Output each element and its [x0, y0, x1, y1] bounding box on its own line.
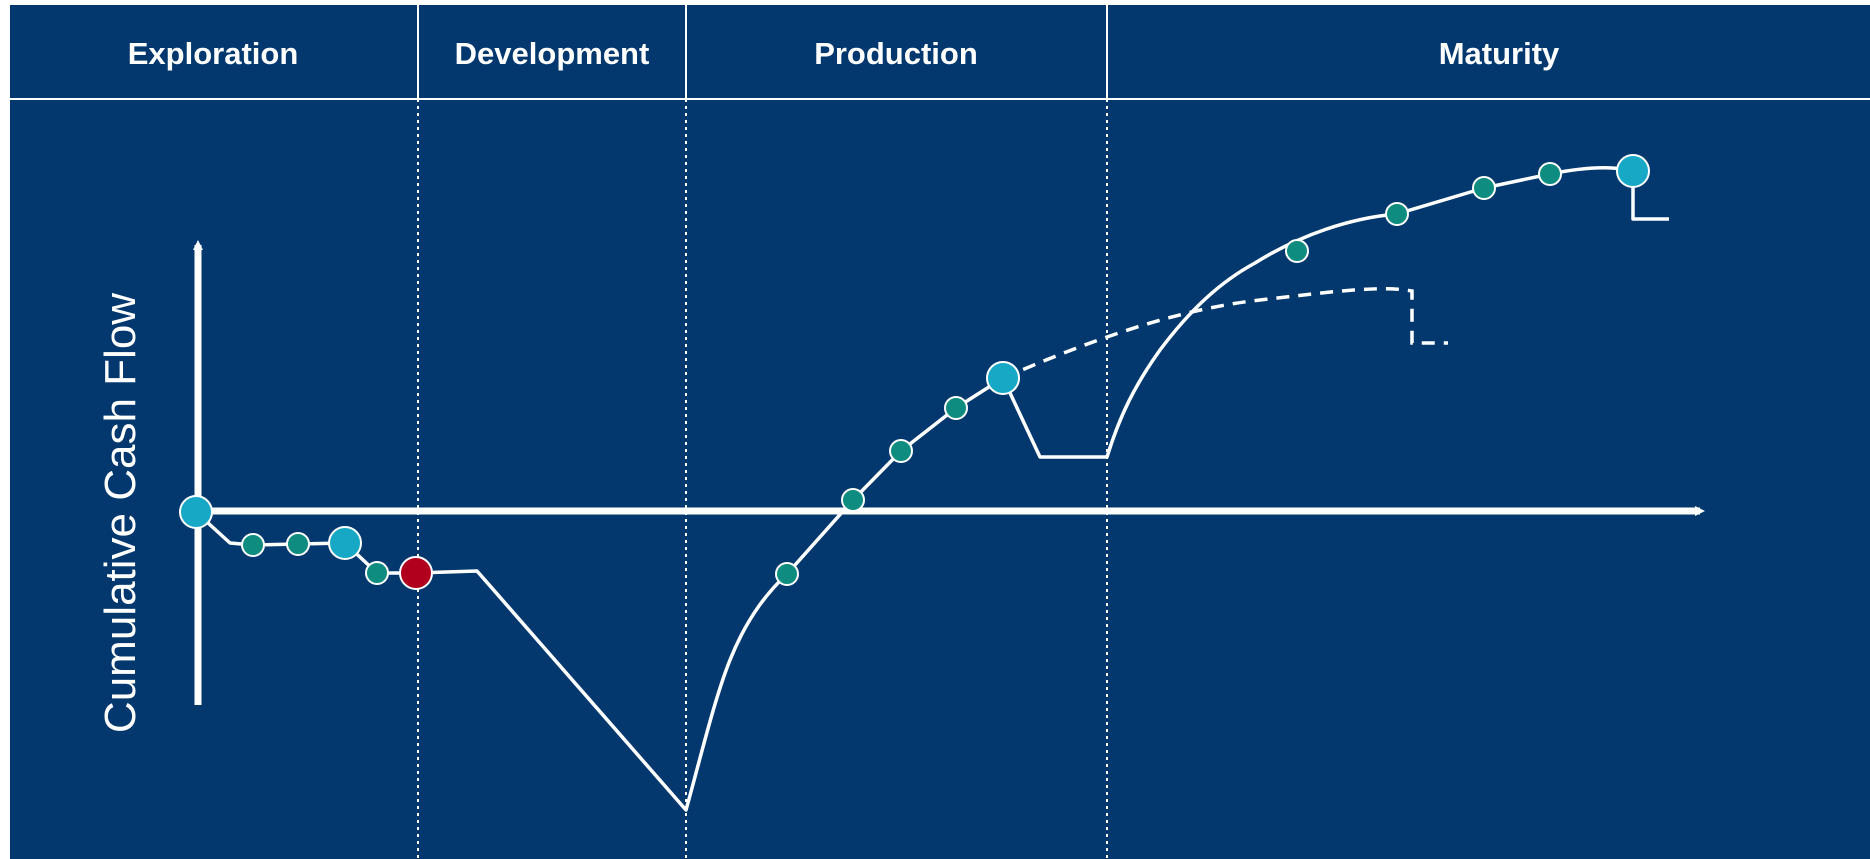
alternative-cash-flow-curve: [1002, 287, 1448, 380]
milestone-minor: [1285, 239, 1309, 263]
milestone-minor: [241, 533, 265, 557]
milestone-major: [328, 526, 362, 560]
phase-label-production: Production: [814, 36, 978, 71]
y-axis-label: Cumulative Cash Flow: [96, 293, 145, 733]
milestone-minor: [1472, 176, 1496, 200]
milestone-minor: [1385, 202, 1409, 226]
phase-label-development: Development: [455, 36, 650, 71]
milestone-minor: [775, 562, 799, 586]
milestone-alert: [399, 556, 433, 590]
diagram-background: [10, 5, 1870, 859]
milestone-major: [986, 361, 1020, 395]
milestone-major-origin: [179, 495, 213, 529]
milestone-minor: [365, 561, 389, 585]
milestone-major-end: [1616, 154, 1650, 188]
milestone-minor: [944, 396, 968, 420]
milestone-minor: [889, 439, 913, 463]
milestone-minor: [1538, 162, 1562, 186]
milestone-markers: [179, 154, 1650, 590]
milestone-minor: [841, 488, 865, 512]
phase-label-exploration: Exploration: [128, 36, 299, 71]
phase-label-maturity: Maturity: [1439, 36, 1560, 71]
milestone-minor: [286, 532, 310, 556]
